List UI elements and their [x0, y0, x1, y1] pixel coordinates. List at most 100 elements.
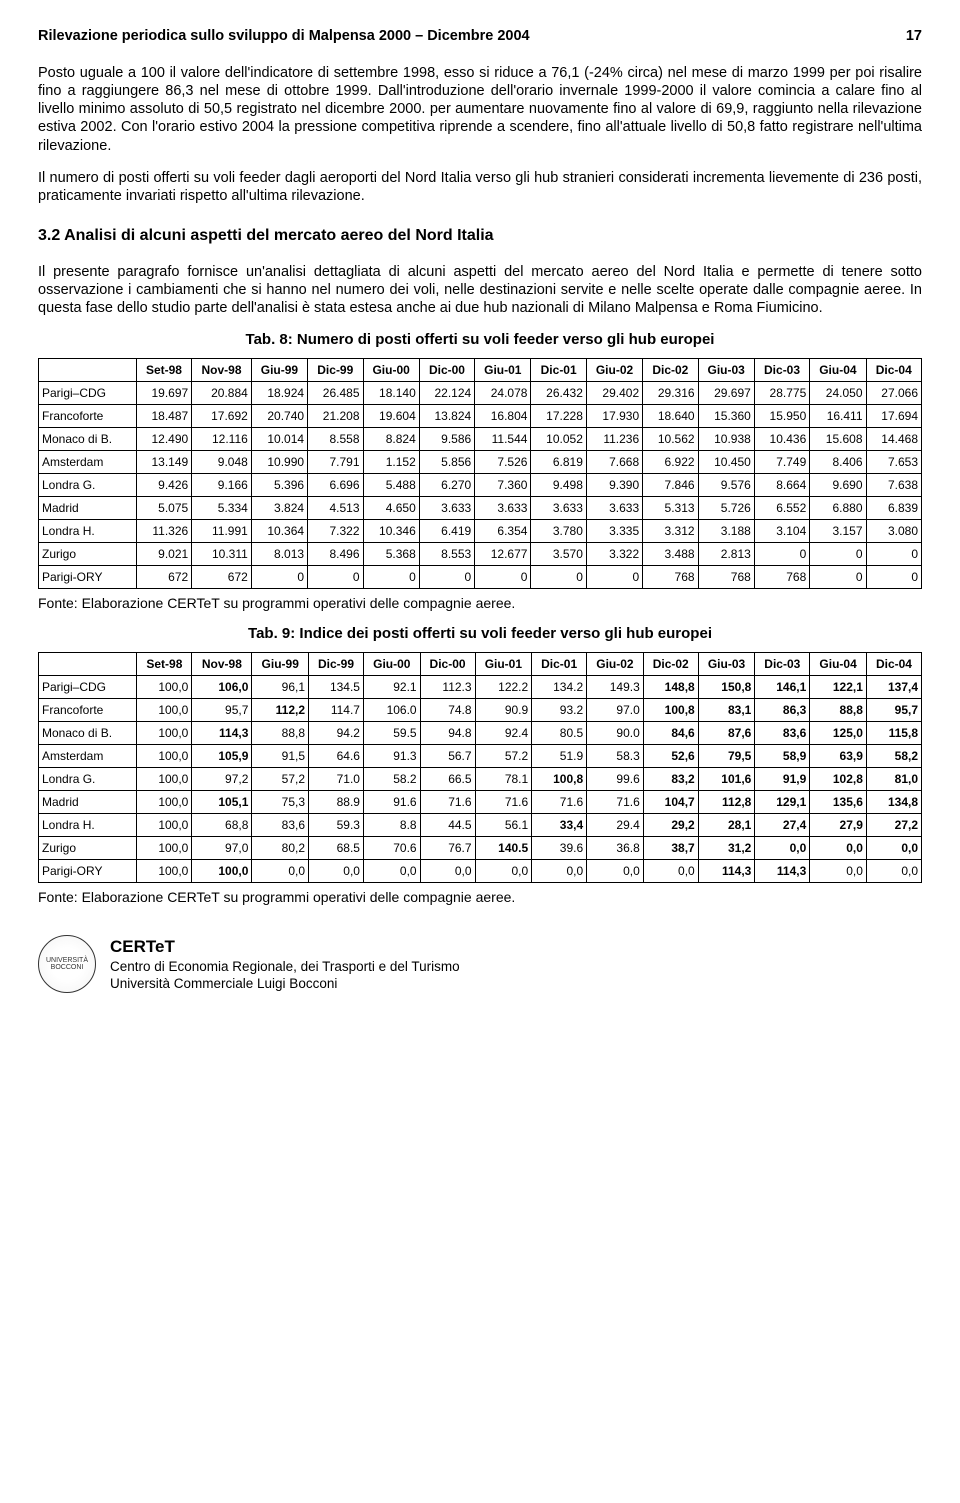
table-cell: 59.3: [309, 814, 364, 837]
table-cell: 13.149: [136, 451, 191, 474]
table-cell: 76.7: [420, 837, 475, 860]
table-cell: 0,0: [755, 837, 810, 860]
table-cell: Francoforte: [39, 405, 137, 428]
table-cell: 5.334: [192, 497, 252, 520]
table-cell: 83,6: [755, 722, 810, 745]
table-cell: 14.468: [866, 428, 922, 451]
table-cell: Amsterdam: [39, 451, 137, 474]
table-cell: 8.553: [419, 543, 474, 566]
table-cell: Parigi–CDG: [39, 382, 137, 405]
table-cell: 11.326: [136, 520, 191, 543]
table-cell: 100,0: [192, 860, 252, 883]
table-cell: 100,0: [137, 768, 192, 791]
table-cell: 5.368: [363, 543, 419, 566]
table-cell: 13.824: [419, 405, 474, 428]
table-cell: 17.692: [192, 405, 252, 428]
table-cell: 0,0: [810, 837, 867, 860]
table-row: Zurigo9.02110.3118.0138.4965.3688.55312.…: [39, 543, 922, 566]
table-cell: 0: [586, 566, 642, 589]
table-cell: 3.188: [698, 520, 754, 543]
table-cell: 83,1: [698, 699, 755, 722]
table-header: [39, 653, 137, 676]
table-cell: 18.924: [251, 382, 307, 405]
table-cell: 95,7: [866, 699, 921, 722]
table-cell: 31,2: [698, 837, 755, 860]
table-cell: 149.3: [587, 676, 644, 699]
table-cell: 114,3: [192, 722, 252, 745]
table-cell: Londra H.: [39, 520, 137, 543]
table-cell: 0,0: [420, 860, 475, 883]
table-cell: 88,8: [252, 722, 309, 745]
table-cell: Madrid: [39, 791, 137, 814]
table-cell: 33,4: [532, 814, 587, 837]
table-cell: Monaco di B.: [39, 722, 137, 745]
table-cell: 90.0: [587, 722, 644, 745]
table-cell: 0: [363, 566, 419, 589]
table-cell: 15.950: [754, 405, 809, 428]
page-footer: UNIVERSITÀBOCCONI CERTeT Centro di Econo…: [38, 935, 922, 993]
table-cell: 10.052: [531, 428, 586, 451]
table-cell: 4.650: [363, 497, 419, 520]
table-row: Monaco di B.12.49012.11610.0148.5588.824…: [39, 428, 922, 451]
table-cell: 6.270: [419, 474, 474, 497]
table-cell: 7.322: [308, 520, 363, 543]
table-cell: 15.608: [810, 428, 866, 451]
table9-title: Tab. 9: Indice dei posti offerti su voli…: [38, 625, 922, 642]
footer-text: CERTeT Centro di Economia Regionale, dei…: [110, 936, 460, 993]
table-cell: 56.1: [475, 814, 532, 837]
table-cell: 97.0: [587, 699, 644, 722]
table-header: Giu-03: [698, 653, 755, 676]
table-row: Londra G.100,097,257,271.058.266.578.110…: [39, 768, 922, 791]
table-cell: 10.436: [754, 428, 809, 451]
table-header: Nov-98: [192, 653, 252, 676]
table-cell: 63,9: [810, 745, 867, 768]
table-cell: 15.360: [698, 405, 754, 428]
table-cell: 100,0: [137, 676, 192, 699]
bocconi-logo-icon: UNIVERSITÀBOCCONI: [38, 935, 96, 993]
table-cell: 3.633: [419, 497, 474, 520]
table-cell: 10.990: [251, 451, 307, 474]
table-cell: 134.5: [309, 676, 364, 699]
table-cell: 56.7: [420, 745, 475, 768]
table-cell: 75,3: [252, 791, 309, 814]
page-header: Rilevazione periodica sullo sviluppo di …: [38, 28, 922, 44]
table-cell: 3.824: [251, 497, 307, 520]
table-cell: 97,0: [192, 837, 252, 860]
table-cell: 0: [475, 566, 531, 589]
table-cell: 18.640: [643, 405, 698, 428]
table-cell: 8.496: [308, 543, 363, 566]
table-cell: 122.2: [475, 676, 532, 699]
table-cell: 106.0: [363, 699, 420, 722]
table-cell: 28.775: [754, 382, 809, 405]
table-header: Set-98: [137, 653, 192, 676]
table-cell: 6.922: [643, 451, 698, 474]
table-cell: 8.558: [308, 428, 363, 451]
table-cell: 3.633: [586, 497, 642, 520]
table-cell: 112,8: [698, 791, 755, 814]
footer-acronym: CERTeT: [110, 936, 460, 958]
table-row: Zurigo100,097,080,268.570.676.7140.539.6…: [39, 837, 922, 860]
table-cell: 114,3: [755, 860, 810, 883]
table-row: Londra H.11.32611.99110.3647.32210.3466.…: [39, 520, 922, 543]
table-cell: 0,0: [475, 860, 532, 883]
table-cell: 91,5: [252, 745, 309, 768]
table-cell: Francoforte: [39, 699, 137, 722]
table-cell: 39.6: [532, 837, 587, 860]
paragraph-3: Il presente paragrafo fornisce un'analis…: [38, 263, 922, 317]
table-cell: 768: [643, 566, 698, 589]
table-cell: 88.9: [309, 791, 364, 814]
table-header: Giu-02: [587, 653, 644, 676]
table-cell: 83,6: [252, 814, 309, 837]
table-header: Dic-99: [308, 359, 363, 382]
table-cell: 8.406: [810, 451, 866, 474]
table-cell: 78.1: [475, 768, 532, 791]
table-cell: 7.360: [475, 474, 531, 497]
table-row: Parigi–CDG19.69720.88418.92426.48518.140…: [39, 382, 922, 405]
table-cell: 20.884: [192, 382, 252, 405]
table-cell: 0: [866, 566, 922, 589]
table-cell: 0: [531, 566, 586, 589]
table-cell: 100,8: [532, 768, 587, 791]
table-cell: 97,2: [192, 768, 252, 791]
table-cell: 29.316: [643, 382, 698, 405]
table-cell: 6.839: [866, 497, 922, 520]
